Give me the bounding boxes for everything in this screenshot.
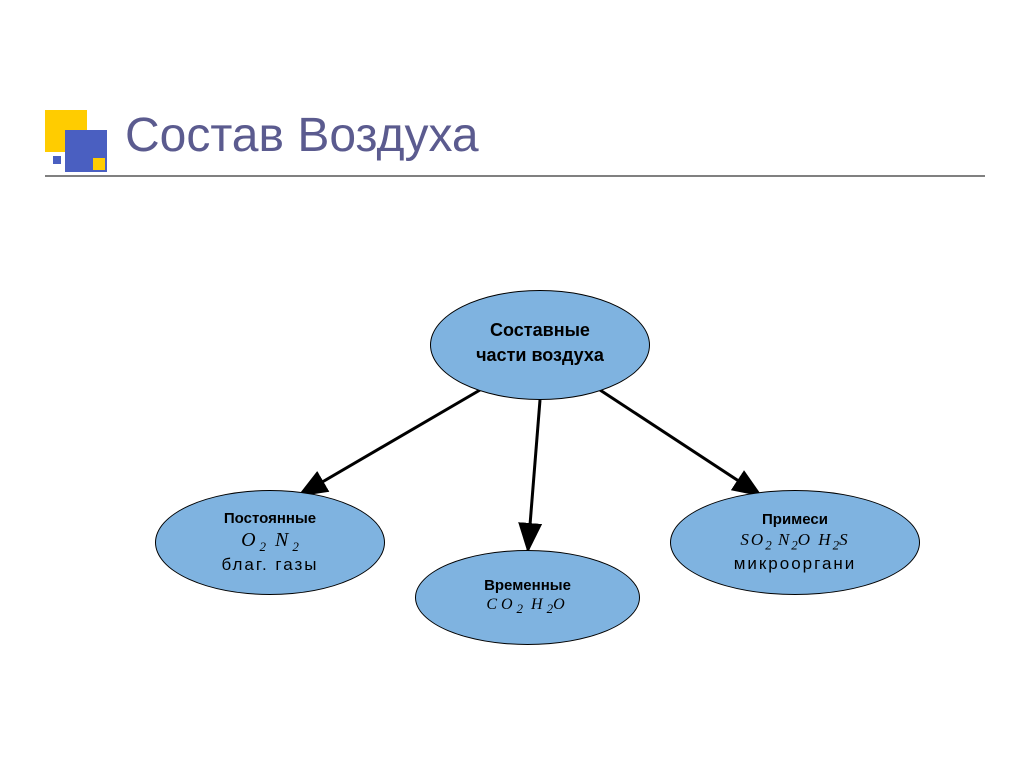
slide-title: Состав Воздуха: [125, 108, 479, 163]
node-root: Составные части воздуха: [430, 290, 650, 400]
node-temporary-formula: CO2 H2O: [486, 596, 568, 617]
node-temporary: Временные CO2 H2O: [415, 550, 640, 645]
logo-square-4: [53, 156, 61, 164]
node-impurities: Примеси SO2 N2O H2S микрооргани: [670, 490, 920, 595]
arrow-center: [528, 400, 540, 550]
composition-diagram: Составные части воздуха Постоянные O2 N2…: [0, 180, 1024, 680]
node-impurities-formula: SO2 N2O H2S: [740, 530, 849, 553]
node-temporary-title: Временные: [484, 577, 571, 594]
node-impurities-text: микрооргани: [734, 554, 857, 574]
logo-square-3: [93, 158, 105, 170]
node-root-line2: части воздуха: [476, 345, 604, 366]
node-constant: Постоянные O2 N2 благ. газы: [155, 490, 385, 595]
node-root-line1: Составные: [490, 320, 590, 341]
arrow-left: [300, 390, 480, 495]
node-constant-title: Постоянные: [224, 510, 316, 527]
title-underline: [45, 175, 985, 177]
node-constant-text: благ. газы: [221, 555, 318, 575]
node-constant-formula: O2 N2: [241, 529, 299, 555]
node-impurities-title: Примеси: [762, 511, 828, 528]
arrow-right: [600, 390, 760, 495]
